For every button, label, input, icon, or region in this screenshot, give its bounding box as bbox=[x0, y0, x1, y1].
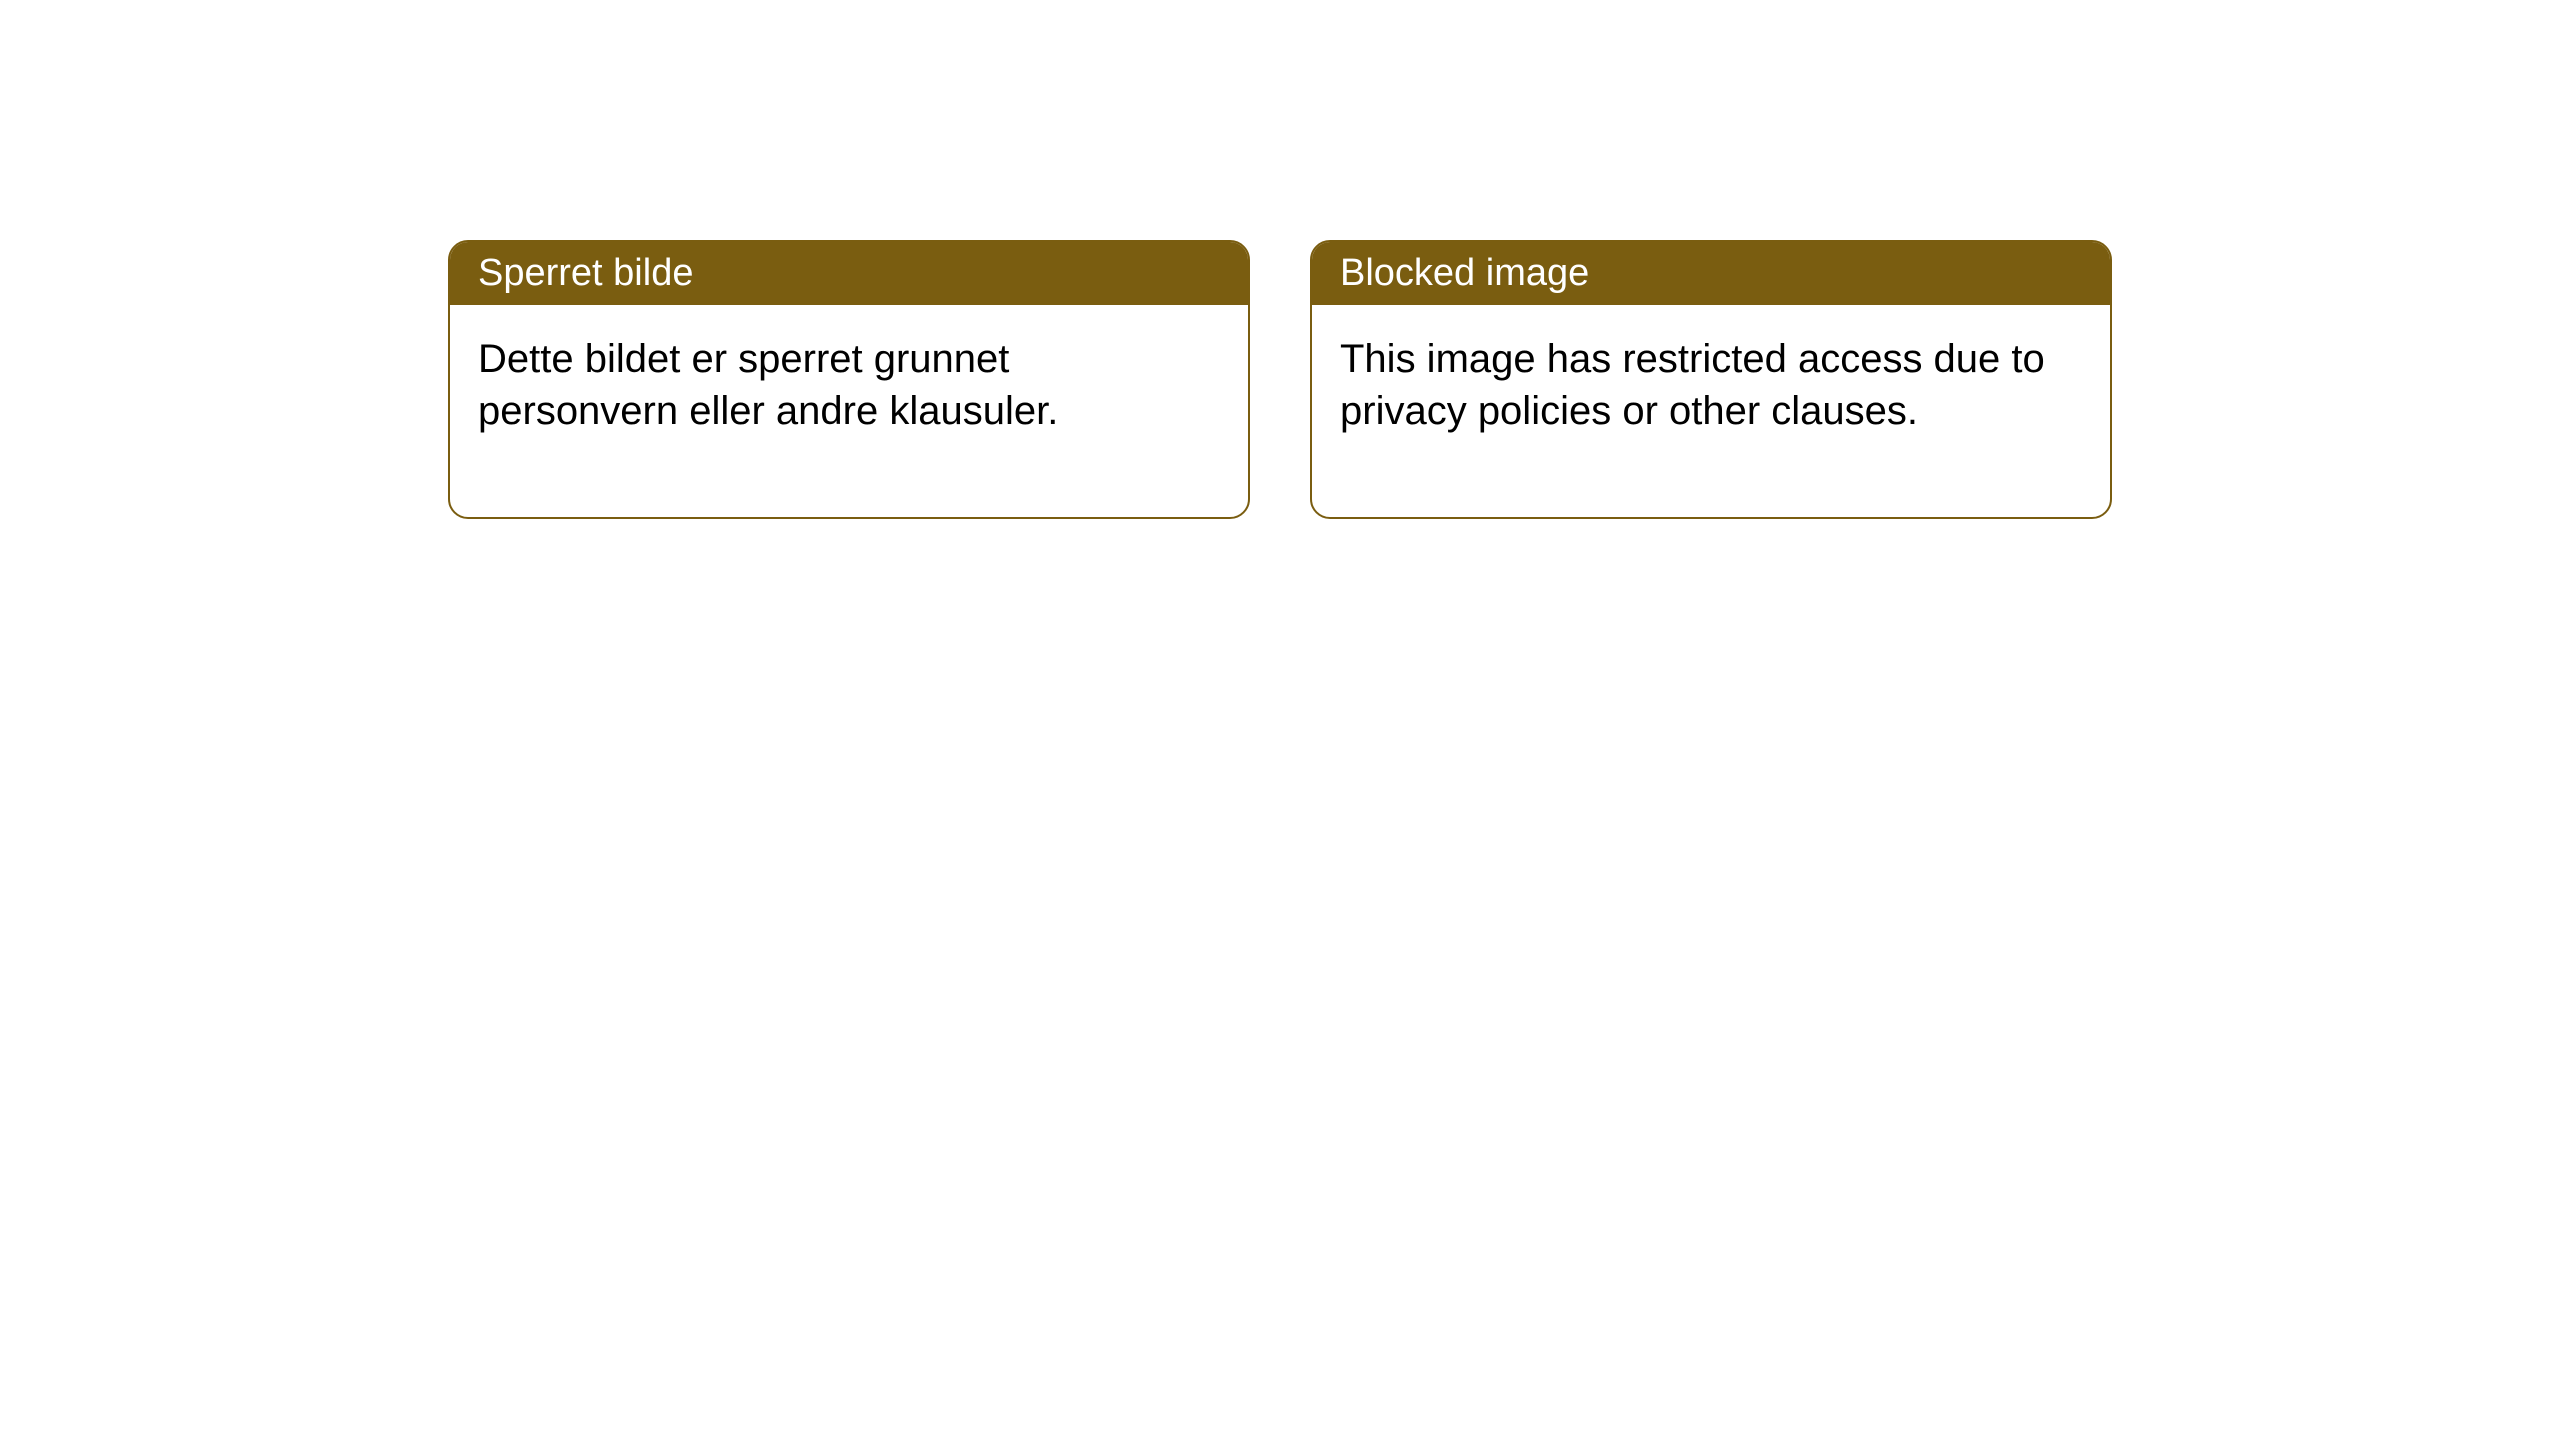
card-body: Dette bildet er sperret grunnet personve… bbox=[450, 305, 1248, 517]
card-body: This image has restricted access due to … bbox=[1312, 305, 2110, 517]
cards-container: Sperret bilde Dette bildet er sperret gr… bbox=[0, 0, 2560, 519]
card-body-text: Dette bildet er sperret grunnet personve… bbox=[478, 337, 1058, 433]
blocked-image-card-no: Sperret bilde Dette bildet er sperret gr… bbox=[448, 240, 1250, 519]
card-body-text: This image has restricted access due to … bbox=[1340, 337, 2045, 433]
card-title: Blocked image bbox=[1340, 252, 1589, 294]
card-title: Sperret bilde bbox=[478, 252, 693, 294]
blocked-image-card-en: Blocked image This image has restricted … bbox=[1310, 240, 2112, 519]
card-header: Sperret bilde bbox=[450, 242, 1248, 305]
card-header: Blocked image bbox=[1312, 242, 2110, 305]
